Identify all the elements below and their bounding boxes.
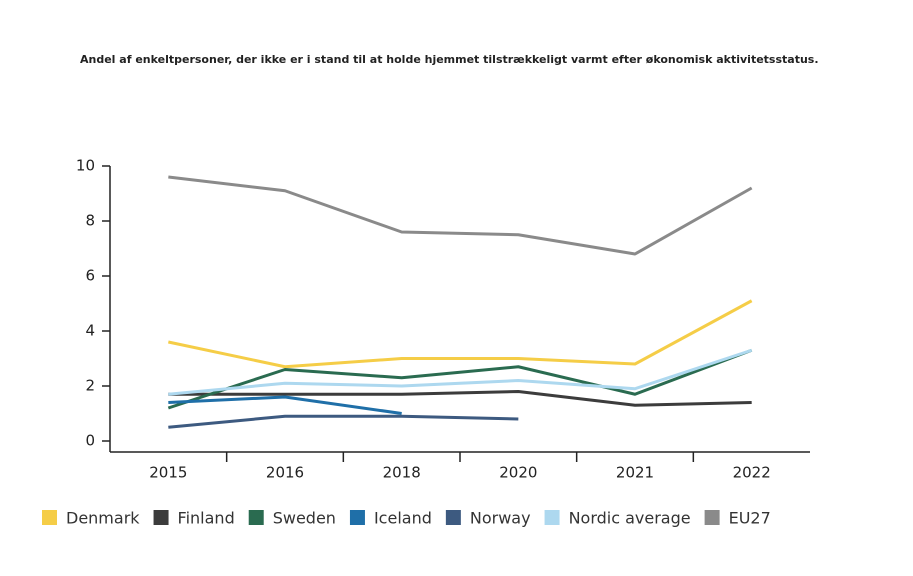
series-line bbox=[168, 348, 753, 396]
legend-swatch bbox=[349, 510, 365, 525]
legend-swatch bbox=[153, 510, 169, 525]
x-tick-label: 2020 bbox=[499, 464, 537, 482]
x-tick-label: 2018 bbox=[383, 464, 421, 482]
legend-swatch bbox=[704, 510, 720, 525]
legend-swatch bbox=[248, 510, 264, 525]
series-line bbox=[168, 390, 752, 407]
y-tick-label: 0 bbox=[85, 432, 95, 450]
series-line bbox=[168, 395, 402, 415]
series-line bbox=[167, 348, 753, 410]
legend-label: Denmark bbox=[66, 509, 140, 528]
chart-title: Andel af enkeltpersoner, der ikke er i s… bbox=[80, 53, 819, 66]
series-line bbox=[168, 175, 753, 256]
legend-label: EU27 bbox=[729, 509, 771, 528]
legend-swatch bbox=[445, 510, 461, 525]
legend-label: Finland bbox=[178, 509, 235, 528]
legend-label: Norway bbox=[470, 509, 531, 528]
y-tick-label: 2 bbox=[85, 377, 95, 395]
legend-swatch bbox=[544, 510, 560, 525]
x-tick-label: 2015 bbox=[149, 464, 187, 482]
series-line bbox=[168, 414, 519, 429]
y-tick-label: 6 bbox=[85, 267, 95, 285]
y-tick-label: 8 bbox=[85, 212, 95, 230]
y-tick-label: 10 bbox=[76, 157, 95, 175]
legend-swatch bbox=[42, 510, 57, 525]
x-tick-label: 2016 bbox=[266, 464, 304, 482]
y-tick-label: 4 bbox=[85, 322, 95, 340]
legend-label: Iceland bbox=[374, 509, 432, 528]
x-tick-label: 2022 bbox=[733, 464, 771, 482]
legend-label: Sweden bbox=[273, 509, 336, 528]
x-tick-label: 2021 bbox=[616, 464, 654, 482]
series-line bbox=[168, 299, 753, 369]
legend-label: Nordic average bbox=[569, 509, 691, 528]
